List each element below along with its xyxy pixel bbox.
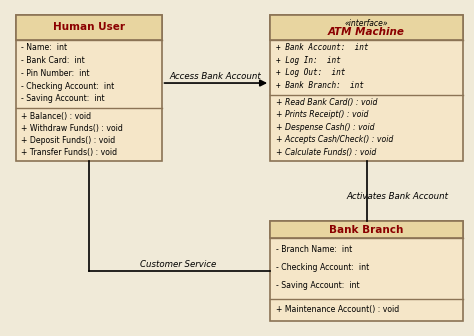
Text: + Read Bank Card() : void: + Read Bank Card() : void <box>276 98 377 107</box>
Text: Bank Branch: Bank Branch <box>329 225 404 235</box>
Bar <box>270 15 463 161</box>
Text: - Checking Account:  int: - Checking Account: int <box>276 263 369 272</box>
Bar <box>16 15 162 161</box>
Text: + Deposit Funds() : void: + Deposit Funds() : void <box>21 136 116 145</box>
Text: - Name:  int: - Name: int <box>21 43 67 52</box>
Text: ATM Machine: ATM Machine <box>328 27 405 37</box>
Text: + Accepts Cash/Check() : void: + Accepts Cash/Check() : void <box>276 135 393 144</box>
Text: + Balance() : void: + Balance() : void <box>21 112 91 121</box>
Text: + Bank Branch:  int: + Bank Branch: int <box>276 81 364 90</box>
Text: - Checking Account:  int: - Checking Account: int <box>21 82 114 91</box>
Text: + Prints Receipt() : void: + Prints Receipt() : void <box>276 111 368 120</box>
Bar <box>16 15 162 40</box>
Text: Access Bank Account: Access Bank Account <box>170 72 262 81</box>
Text: + Maintenance Account() : void: + Maintenance Account() : void <box>276 305 399 314</box>
Text: - Pin Number:  int: - Pin Number: int <box>21 69 90 78</box>
Bar <box>270 15 463 40</box>
Text: - Saving Account:  int: - Saving Account: int <box>21 94 105 103</box>
Text: - Saving Account:  int: - Saving Account: int <box>276 281 359 290</box>
Text: «interface»: «interface» <box>345 19 388 28</box>
Text: - Bank Card:  int: - Bank Card: int <box>21 56 85 65</box>
Text: + Bank Account:  int: + Bank Account: int <box>276 43 368 52</box>
Text: Customer Service: Customer Service <box>140 260 216 269</box>
Text: - Branch Name:  int: - Branch Name: int <box>276 245 352 254</box>
Text: Activates Bank Account: Activates Bank Account <box>346 192 448 201</box>
Text: Human User: Human User <box>53 22 125 32</box>
Text: + Transfer Funds() : void: + Transfer Funds() : void <box>21 148 117 157</box>
Text: + Withdraw Funds() : void: + Withdraw Funds() : void <box>21 124 123 133</box>
Text: + Log In:  int: + Log In: int <box>276 56 340 65</box>
Bar <box>270 221 463 321</box>
Text: + Log Out:  int: + Log Out: int <box>276 68 345 77</box>
Text: + Calculate Funds() : void: + Calculate Funds() : void <box>276 148 376 157</box>
Text: + Despense Cash() : void: + Despense Cash() : void <box>276 123 374 132</box>
Bar <box>270 221 463 238</box>
